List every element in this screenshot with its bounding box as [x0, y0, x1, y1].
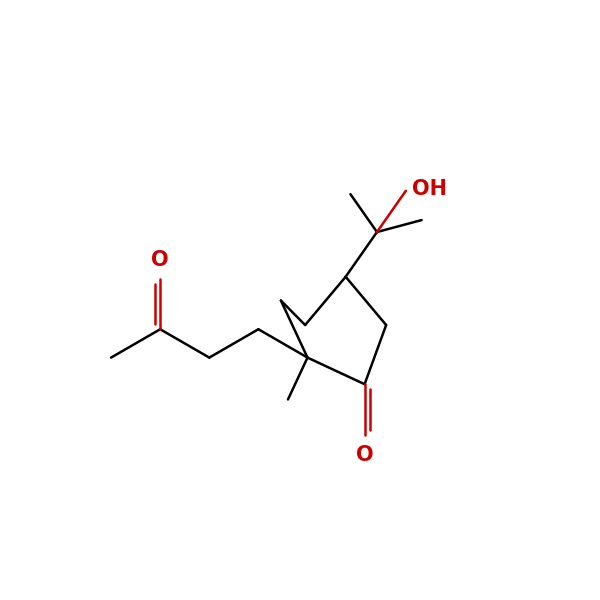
- Text: OH: OH: [412, 179, 447, 199]
- Text: O: O: [151, 250, 169, 269]
- Text: O: O: [356, 445, 373, 465]
